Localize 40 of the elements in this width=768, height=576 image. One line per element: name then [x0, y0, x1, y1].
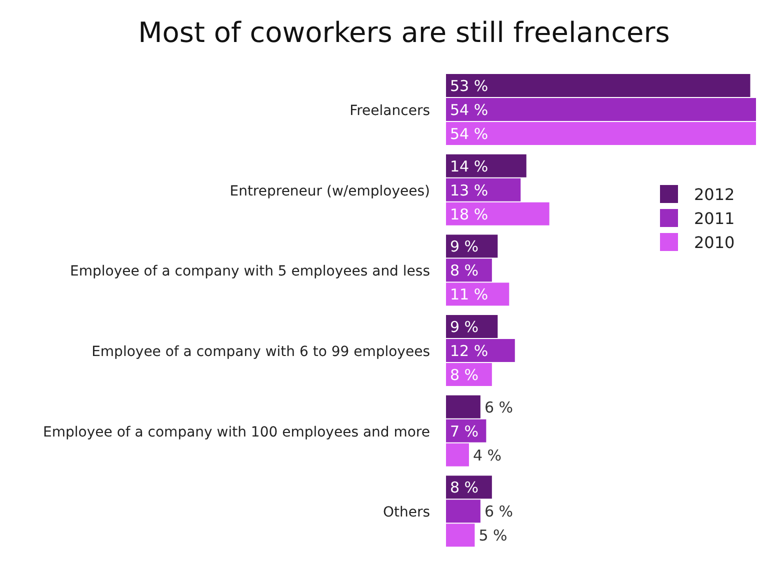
bar	[446, 443, 469, 466]
data-label: 8 %	[450, 478, 479, 497]
data-label: 54 %	[450, 101, 488, 119]
data-label: 6 %	[484, 398, 514, 416]
data-label: 5 %	[478, 526, 508, 545]
data-label: 7 %	[450, 422, 479, 440]
data-label: 14 %	[450, 157, 488, 176]
bar	[446, 154, 526, 178]
data-label: 6 %	[484, 502, 514, 521]
bar	[446, 524, 475, 547]
y-tick-label: Employee of a company with 100 employees and more	[43, 424, 430, 440]
data-label: 4 %	[472, 446, 502, 464]
data-label: 11 %	[450, 286, 488, 304]
bar	[446, 282, 510, 306]
data-label: 13 %	[450, 181, 488, 200]
data-label: 8 %	[450, 262, 479, 280]
data-label: 12 %	[450, 342, 488, 360]
data-label: 54 %	[450, 125, 488, 143]
y-tick-label: Entrepreneur (w/employees)	[230, 183, 430, 200]
y-tick-label: Employee of a company with 5 employees and less	[70, 264, 430, 280]
bar	[446, 122, 756, 145]
legend-label: 2012	[694, 185, 735, 204]
data-label: 9 %	[450, 318, 479, 336]
data-label: 8 %	[450, 366, 479, 384]
bar	[446, 98, 756, 121]
bar	[446, 395, 480, 418]
y-tick-label: Employee of a company with 6 to 99 employees	[92, 344, 430, 360]
y-tick-label: Freelancers	[350, 103, 430, 119]
bar	[446, 178, 521, 202]
data-label: 53 %	[450, 77, 488, 95]
bar	[446, 500, 480, 523]
data-label: 18 %	[450, 205, 488, 224]
bar	[446, 74, 750, 97]
chart-title: Most of coworkers are still freelancers	[138, 16, 670, 49]
bar	[446, 202, 550, 226]
legend-label: 2011	[694, 209, 735, 228]
bar	[446, 339, 515, 362]
data-label: 9 %	[450, 238, 479, 256]
legend-label: 2010	[694, 233, 735, 252]
y-tick-label: Others	[382, 504, 430, 521]
